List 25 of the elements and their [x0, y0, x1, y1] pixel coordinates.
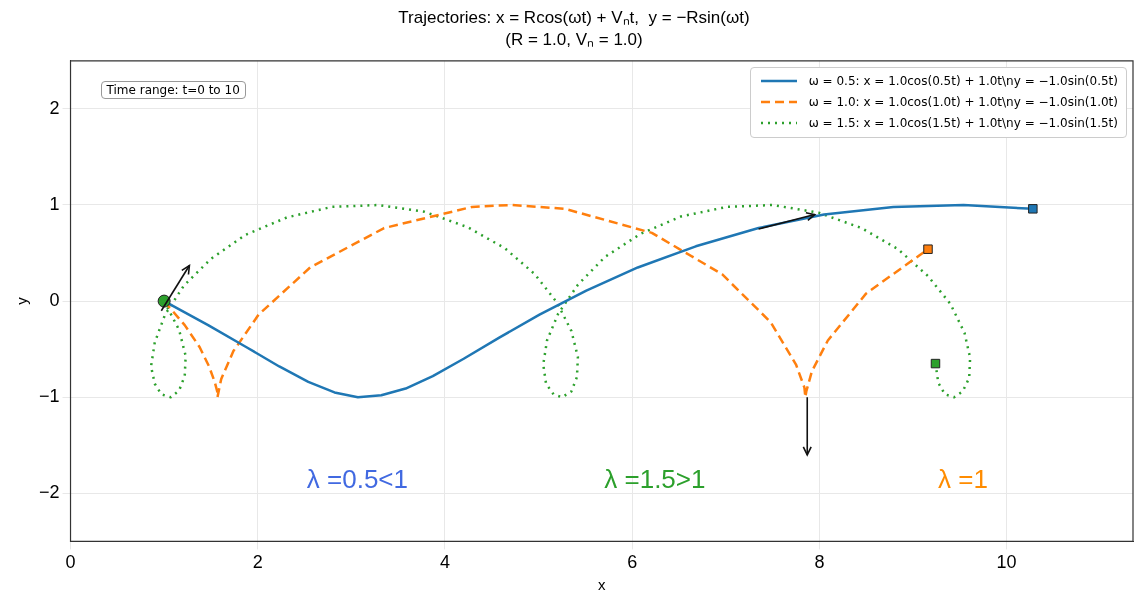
y-tick-label: 0 [49, 290, 60, 311]
annotation: λ =1 [938, 463, 988, 495]
annotation: Time range: t=0 to 10 [100, 80, 246, 99]
y-tick-label: 2 [49, 97, 60, 118]
chart-title: Trajectories: x = Rcos(ωt) + Vₙt, y = −Rsin(ωt) [398, 7, 750, 27]
x-tick-label: 10 [996, 552, 1017, 573]
x-tick-label: 2 [252, 552, 263, 573]
x-tick-label: 0 [65, 552, 76, 573]
legend-label: ω = 1.0: x = 1.0cos(1.0t) + 1.0t\ny = −1.0sin(1.0t) [808, 93, 1118, 111]
point [923, 244, 933, 254]
chart-subtitle: (R = 1.0, Vₙ = 1.0) [505, 30, 643, 50]
x-tick-label: 6 [627, 552, 638, 573]
annotation: λ =1.5>1 [604, 463, 706, 495]
x-tick-label: 4 [439, 552, 450, 573]
y-tick-label: −2 [38, 482, 60, 503]
legend-label: ω = 0.5: x = 1.0cos(0.5t) + 1.0t\ny = −1.0sin(0.5t) [808, 72, 1118, 90]
point [930, 358, 941, 369]
annotation: λ =0.5<1 [306, 463, 408, 495]
y-tick-label: −1 [38, 386, 60, 407]
y-tick-label: 1 [49, 193, 60, 214]
x-tick-label: 8 [814, 552, 825, 573]
legend-label: ω = 1.5: x = 1.0cos(1.5t) + 1.0t\ny = −1.0sin(1.5t) [808, 114, 1118, 132]
y-axis-title: y [13, 296, 31, 305]
x-axis-title: x [598, 576, 607, 594]
point [1028, 204, 1038, 214]
